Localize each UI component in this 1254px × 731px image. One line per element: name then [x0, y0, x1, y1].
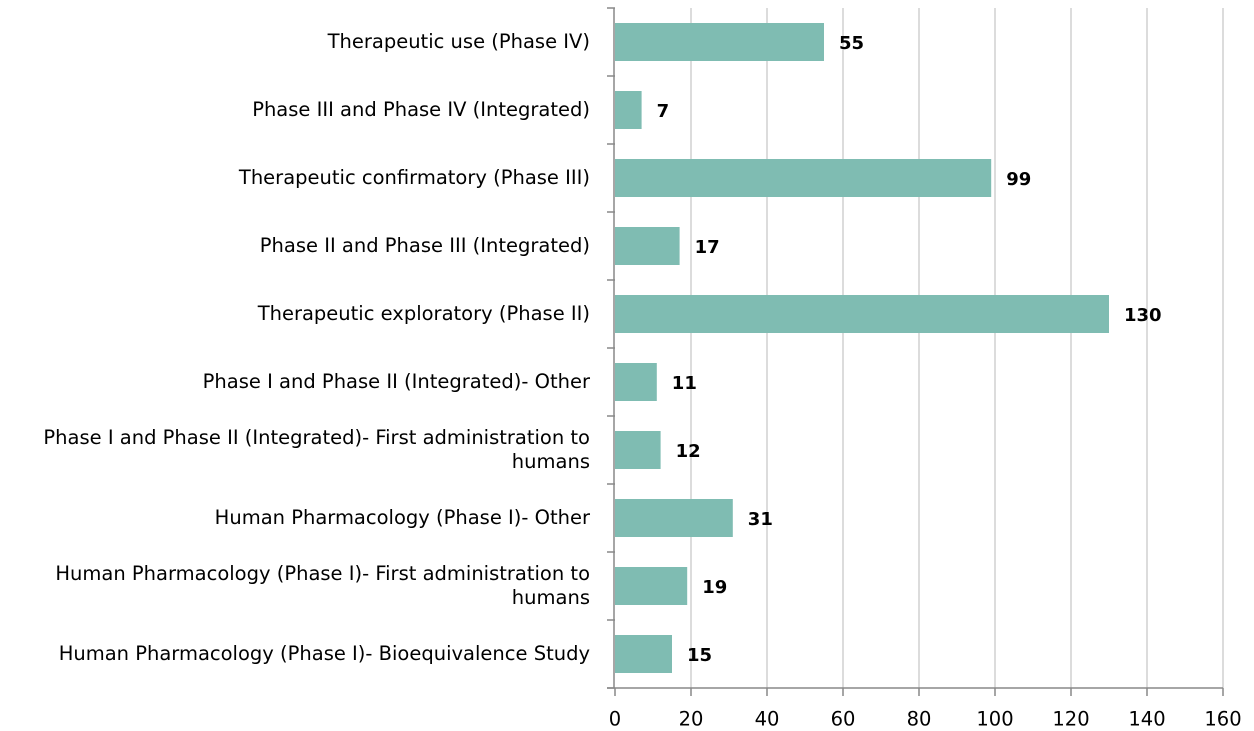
- value-label: 12: [676, 441, 701, 462]
- y-tick-label: Human Pharmacology (Phase I)- First admi…: [55, 562, 590, 609]
- bar: [615, 23, 824, 61]
- value-label: 17: [695, 237, 720, 258]
- bar: [615, 295, 1109, 333]
- x-tick-label: 120: [1052, 708, 1089, 731]
- x-tick-label: 160: [1204, 708, 1241, 731]
- x-tick-label: 140: [1128, 708, 1165, 731]
- value-label: 55: [839, 33, 864, 54]
- y-tick-label: Therapeutic confirmatory (Phase III): [238, 166, 590, 189]
- y-tick-label: Therapeutic use (Phase IV): [327, 30, 590, 53]
- y-tick-label: Human Pharmacology (Phase I)- Bioequival…: [59, 642, 590, 665]
- value-label: 99: [1006, 169, 1031, 190]
- y-tick-label: Phase III and Phase IV (Integrated): [252, 98, 590, 121]
- value-label: 130: [1124, 305, 1162, 326]
- x-tick-label: 100: [976, 708, 1013, 731]
- bar: [615, 431, 661, 469]
- bar: [615, 227, 680, 265]
- x-tick-label: 60: [831, 708, 856, 731]
- y-tick-label: Human Pharmacology (Phase I)- Other: [215, 506, 591, 529]
- y-tick-label: Therapeutic exploratory (Phase II): [257, 302, 590, 325]
- bar: [615, 91, 642, 129]
- x-tick-label: 40: [755, 708, 780, 731]
- bar: [615, 567, 688, 605]
- x-tick-label: 20: [679, 708, 704, 731]
- value-label: 7: [657, 101, 670, 122]
- bar: [615, 499, 733, 537]
- bar: [615, 363, 657, 401]
- bar: [615, 635, 672, 673]
- x-tick-label: 80: [907, 708, 932, 731]
- x-tick-label: 0: [609, 708, 621, 731]
- value-label: 15: [687, 645, 712, 666]
- value-label: 19: [702, 577, 727, 598]
- y-tick-label: Phase II and Phase III (Integrated): [260, 234, 590, 257]
- y-tick-label: Phase I and Phase II (Integrated)- First…: [43, 426, 590, 473]
- value-label: 11: [672, 373, 697, 394]
- y-tick-label: Phase I and Phase II (Integrated)- Other: [203, 370, 591, 393]
- value-label: 31: [748, 509, 773, 530]
- bar: [615, 159, 992, 197]
